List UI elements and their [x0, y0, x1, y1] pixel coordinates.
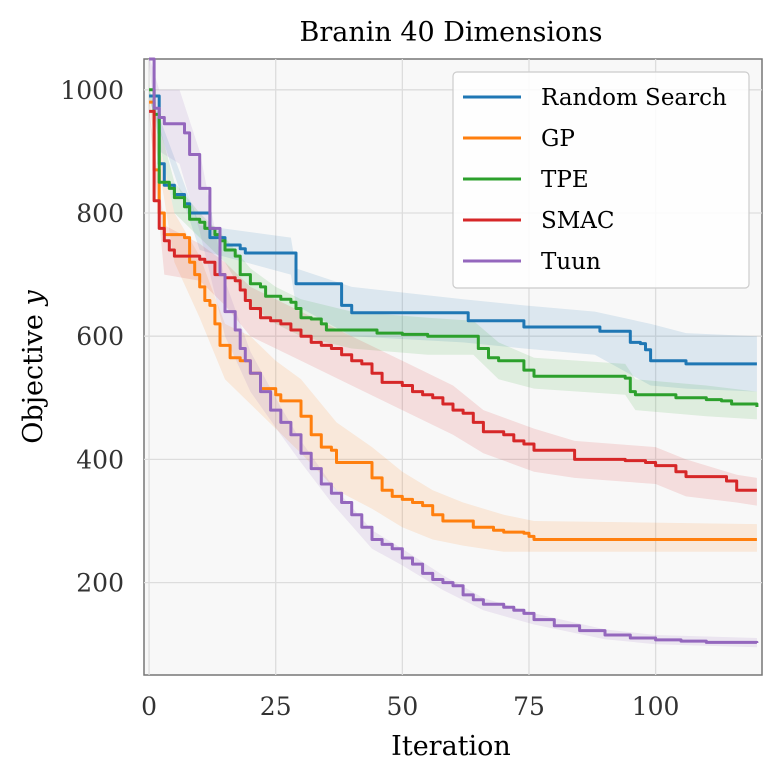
x-tick-label: 50	[386, 692, 418, 721]
legend-label-random-search: Random Search	[541, 85, 727, 111]
tpe-line	[149, 88, 759, 407]
y-tick-label: 400	[76, 445, 124, 474]
legend-label-tpe: TPE	[541, 167, 589, 193]
x-tick-label: 25	[260, 692, 292, 721]
random-search-band	[149, 89, 757, 392]
y-ticks: 200 400 600 800 1000	[60, 76, 124, 598]
smac-band	[149, 108, 757, 506]
series-lines	[149, 57, 759, 644]
x-ticks: 0 25 50 75 100	[141, 692, 679, 721]
chart-title: Branin 40 Dimensions	[299, 17, 602, 48]
x-tick-label: 0	[141, 692, 157, 721]
y-tick-label: 200	[76, 569, 124, 598]
legend-label-tuun: Tuun	[541, 249, 601, 275]
x-tick-label: 75	[513, 692, 545, 721]
legend-box	[452, 71, 750, 289]
y-axis-label: Objective y	[18, 290, 49, 444]
y-tick-label: 600	[76, 322, 124, 351]
tuun-line	[149, 57, 759, 644]
y-tick-label: 800	[76, 199, 124, 228]
legend: Random Search GP TPE SMAC Tuun	[452, 71, 750, 289]
tpe-band	[149, 86, 757, 420]
gp-line	[149, 100, 757, 541]
legend-label-smac: SMAC	[541, 208, 615, 234]
x-tick-label: 100	[632, 692, 680, 721]
legend-label-gp: GP	[541, 126, 575, 152]
x-axis-label: Iteration	[391, 731, 511, 762]
y-tick-label: 1000	[60, 76, 124, 105]
smac-line	[149, 109, 757, 492]
